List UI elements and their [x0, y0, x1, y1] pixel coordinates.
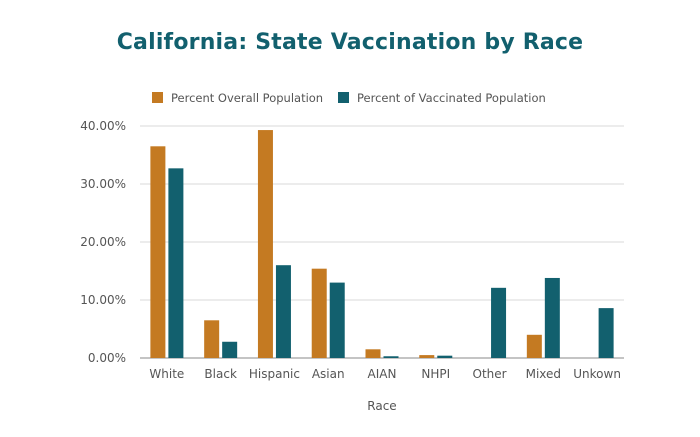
legend-label-overall: Percent Overall Population	[171, 91, 323, 105]
bar-vaccinated-other	[491, 287, 507, 358]
bar-vaccinated-white	[168, 168, 184, 358]
bar-overall-mixed	[526, 334, 542, 358]
legend-label-vaccinated: Percent of Vaccinated Population	[357, 91, 546, 105]
bar-overall-asian	[311, 268, 327, 358]
x-tick-label: Unkown	[573, 367, 621, 381]
x-axis-title: Race	[367, 399, 396, 413]
bar-overall-black	[204, 320, 220, 358]
bar-vaccinated-asian	[329, 282, 345, 358]
bar-vaccinated-black	[222, 341, 238, 358]
legend-swatch-overall	[152, 92, 163, 103]
bar-overall-hispanic	[257, 130, 273, 358]
x-tick-label: Other	[473, 367, 507, 381]
x-tick-label: Hispanic	[249, 367, 300, 381]
x-tick-label: White	[149, 367, 184, 381]
x-tick-label: Asian	[312, 367, 345, 381]
bar-vaccinated-nhpi	[437, 355, 453, 358]
x-tick-label: NHPI	[421, 367, 450, 381]
y-tick-label: 10.00%	[80, 293, 126, 307]
bar-vaccinated-aian	[383, 356, 399, 358]
y-tick-label: 20.00%	[80, 235, 126, 249]
bar-vaccinated-mixed	[544, 277, 560, 358]
x-tick-label: Black	[204, 367, 237, 381]
x-tick-label: Mixed	[526, 367, 561, 381]
bar-overall-white	[150, 146, 166, 358]
y-tick-label: 30.00%	[80, 177, 126, 191]
legend-swatch-vaccinated	[338, 92, 349, 103]
y-tick-label: 40.00%	[80, 119, 126, 133]
bar-overall-nhpi	[419, 355, 435, 358]
chart-title: California: State Vaccination by Race	[116, 30, 584, 55]
bar-vaccinated-unkown	[598, 308, 614, 358]
x-tick-label: AIAN	[368, 367, 397, 381]
bar-vaccinated-hispanic	[275, 265, 291, 358]
bar-overall-aian	[365, 349, 381, 358]
y-tick-label: 0.00%	[88, 351, 126, 365]
